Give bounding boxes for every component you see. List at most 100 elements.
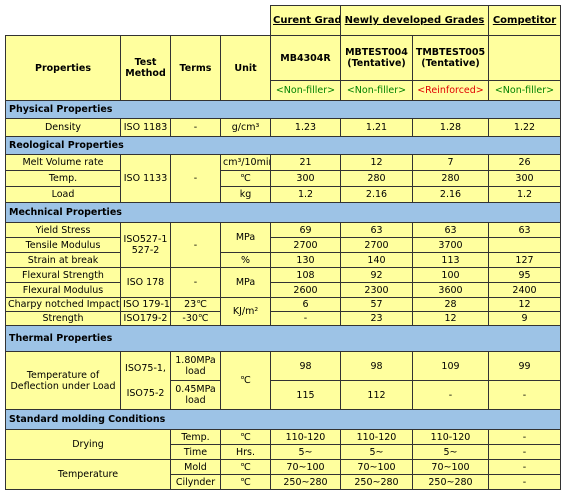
value-cell: 5~ [270, 444, 341, 460]
value-cell: 98 [340, 351, 413, 381]
property-name: Charpy notched Impact [5, 297, 121, 312]
section-title: Physical Properties [5, 100, 561, 119]
table-row: Physical Properties [5, 100, 561, 119]
value-cell: 250~280 [412, 474, 489, 490]
header-text: (Tentative) [347, 58, 406, 69]
value-cell: - [488, 429, 561, 445]
value-cell: 300 [270, 170, 341, 187]
table-row: Mechnical Properties [5, 202, 561, 223]
table-row: Yield Stress ISO527-1 527-2- MPa 69 63 63 63 [5, 222, 561, 268]
unit: % [220, 252, 271, 268]
property-name: Temp. [5, 170, 121, 187]
table-row: Standard molding Conditions [5, 409, 561, 430]
terms: 1.80MPa load [170, 351, 221, 381]
unit: ℃ [220, 459, 271, 475]
table-cell [488, 237, 561, 253]
value-cell: 63 [412, 222, 489, 238]
test-method: ISO 1133 [120, 154, 171, 203]
table-cell: ISO527-1 527-2 [120, 222, 171, 268]
test-method: 527-2 [131, 245, 160, 256]
value-cell: 300 [488, 170, 561, 187]
section-title: Reological Properties [5, 136, 561, 155]
value-cell: - [488, 380, 561, 410]
property-name: Tensile Modulus [5, 237, 121, 253]
table-row: Density ISO 1183- g/cm³ 1.23 1.21 1.28 1.22 [5, 118, 561, 137]
unit: Hrs. [220, 444, 271, 460]
section-title: Thermal Properties [5, 325, 561, 352]
terms: Cilynder [170, 474, 221, 490]
value-cell: 130 [270, 252, 341, 268]
section-title: Standard molding Conditions [5, 409, 561, 430]
property-name: Yield Stress [5, 222, 121, 238]
value-cell: 5~ [340, 444, 413, 460]
unit: ℃ [220, 474, 271, 490]
value-cell: 112 [340, 380, 413, 410]
properties-table: Curent GradeNewly developed GradesCompet… [5, 5, 561, 490]
table-row: Properties Test Method Terms Unit MB4304R MB… [5, 35, 561, 101]
value-cell: 57 [340, 297, 413, 312]
terms: 23℃ [170, 297, 221, 312]
header-text: Curent Grade [270, 5, 341, 36]
test-method: ISO 179-1 [120, 297, 171, 312]
value-cell: 12 [340, 154, 413, 171]
value-cell: 1.23 [270, 118, 341, 137]
value-cell: 100 [412, 267, 489, 283]
value-cell: 3600 [412, 282, 489, 298]
unit: ℃ [220, 351, 271, 410]
header-text: <Non-filler> [270, 80, 341, 101]
unit: g/cm³ [220, 118, 271, 137]
value-cell: 63 [340, 222, 413, 238]
value-cell: 70~100 [340, 459, 413, 475]
property-name: Flexural Modulus [5, 282, 121, 298]
value-cell: 92 [340, 267, 413, 283]
table-cell [5, 5, 271, 36]
value-cell: 3700 [412, 237, 489, 253]
terms: Temp. [170, 429, 221, 445]
table-row: Strength ISO179-2 -30℃ -23 12 9 [5, 311, 561, 326]
value-cell: 6 [270, 297, 341, 312]
terms: - [170, 267, 221, 298]
table-row: Temperature Mold ℃ 70~100 70~100 70~100- [5, 459, 561, 490]
unit: MPa [220, 267, 271, 298]
property-name: Melt Volume rate [5, 154, 121, 171]
value-cell: 2700 [270, 237, 341, 253]
property-name: Drying [5, 429, 171, 460]
terms: Mold [170, 459, 221, 475]
table-row: Tensile Modulus 2700 2700 3700 [5, 237, 561, 253]
test-method: ISO 1183 [120, 118, 171, 137]
property-name: Strain at break [5, 252, 121, 268]
unit: cm³/10min [220, 154, 271, 171]
value-cell: 26 [488, 154, 561, 171]
value-cell: 23 [340, 311, 413, 326]
header-text: (Tentative) [421, 58, 480, 69]
unit: ℃ [220, 170, 271, 187]
value-cell: 70~100 [412, 459, 489, 475]
terms: - [170, 118, 221, 137]
test-method: ISO75-2 [126, 387, 165, 399]
value-cell: 63 [488, 222, 561, 238]
value-cell: 108 [270, 267, 341, 283]
property-name: Temperature of Deflection under Load [5, 351, 121, 410]
table-cell: ISO75-1, ISO75-2 [120, 351, 171, 410]
table-row: Reological Properties [5, 136, 561, 155]
value-cell: 110-120 [412, 429, 489, 445]
value-cell: 2700 [340, 237, 413, 253]
value-cell: 9 [488, 311, 561, 326]
value-cell: 69 [270, 222, 341, 238]
value-cell: 2.16 [412, 186, 489, 203]
property-name: Strength [5, 311, 121, 326]
header-text: Terms [170, 35, 221, 101]
value-cell: 99 [488, 351, 561, 381]
value-cell: - [412, 380, 489, 410]
terms: Time [170, 444, 221, 460]
unit: KJ/m² [220, 297, 271, 326]
unit: MPa [220, 222, 271, 253]
value-cell: 28 [412, 297, 489, 312]
table-row: Curent GradeNewly developed GradesCompet… [5, 5, 561, 36]
table-row: 0.45MPa load 115 112- - [6, 380, 561, 410]
value-cell: 250~280 [270, 474, 341, 490]
terms: -30℃ [170, 311, 221, 326]
value-cell: 12 [412, 311, 489, 326]
value-cell: 5~ [412, 444, 489, 460]
